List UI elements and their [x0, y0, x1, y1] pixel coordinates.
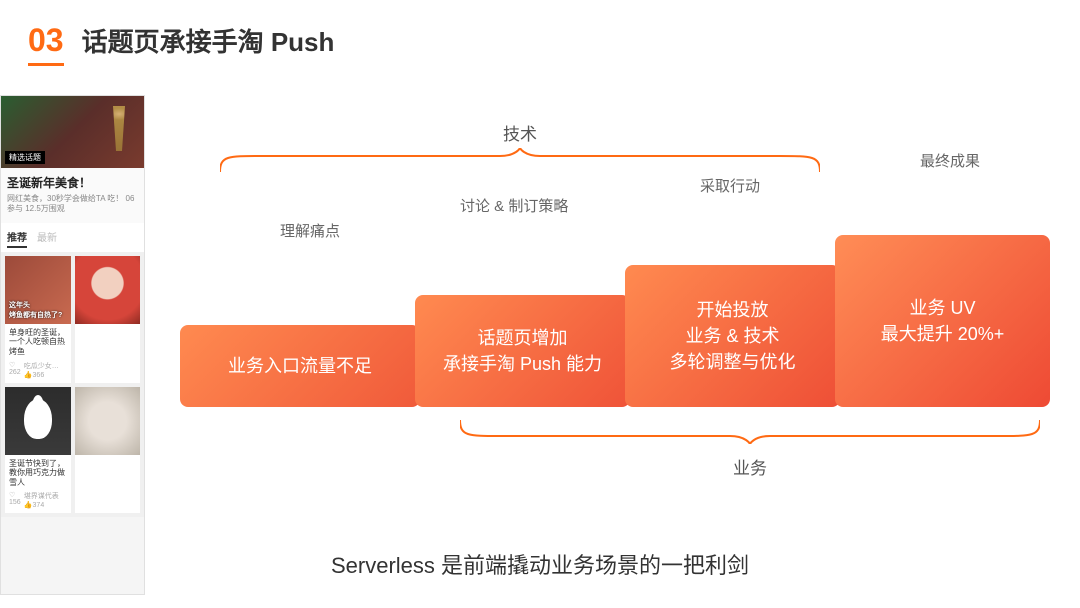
phone-topic-band: 圣诞新年美食！ 网红美食，30秒学会做给TA 吃！ 06参与 12.5万围观 [1, 168, 144, 223]
phone-card-caption: 单身旺的圣诞，一个人吃顿自热烤鱼 [5, 324, 71, 361]
phone-feed-grid: 单身旺的圣诞，一个人吃顿自热烤鱼 ♡ 262 吃瓜少女… 👍366 圣诞节快到了… [1, 252, 144, 518]
phone-card-caption: 圣诞节快到了，教你用巧克力做雪人 [5, 455, 71, 492]
phone-card-meta: ♡ 262 吃瓜少女… 👍366 [5, 361, 71, 383]
phone-topic-title: 圣诞新年美食！ [7, 174, 138, 191]
top-bracket [220, 148, 820, 172]
phone-thumb [75, 387, 141, 455]
step-label: 讨论 & 制订策略 [460, 195, 568, 216]
phone-meta-right: 堪界谋代表 👍374 [24, 491, 67, 509]
phone-thumb [5, 256, 71, 324]
bottom-bracket [460, 420, 1040, 444]
phone-meta-right: 吃瓜少女… 👍366 [24, 361, 67, 379]
step-label: 最终成果 [920, 150, 980, 171]
phone-card: 圣诞节快到了，教你用巧克力做雪人 ♡ 156 堪界谋代表 👍374 [5, 387, 71, 514]
phone-thumb [75, 256, 141, 324]
phone-card [75, 387, 141, 514]
step-label: 采取行动 [700, 175, 760, 196]
step-box: 业务入口流量不足 [180, 325, 420, 407]
phone-tab-active: 推荐 [7, 229, 27, 248]
step-box: 话题页增加 承接手淘 Push 能力 [415, 295, 630, 407]
phone-tabs: 推荐 最新 [1, 223, 144, 252]
phone-card [75, 256, 141, 383]
process-diagram: 技术 理解痛点 讨论 & 制订策略 采取行动 最终成果 业务入口流量不足 话题页… [180, 120, 1060, 500]
top-group-label: 技术 [180, 120, 860, 145]
phone-meta-left: ♡ 156 [9, 491, 24, 509]
phone-mockup: 精选话题 圣诞新年美食！ 网红美食，30秒学会做给TA 吃！ 06参与 12.5… [0, 95, 145, 595]
section-number: 03 [28, 22, 64, 66]
section-title: 话题页承接手淘 Push [82, 22, 335, 59]
phone-card-meta: ♡ 156 堪界谋代表 👍374 [5, 491, 71, 513]
footer-tagline: Serverless 是前端撬动业务场景的一把利剑 [0, 548, 1080, 580]
phone-hero-image: 精选话题 [1, 96, 144, 168]
phone-hero-tag: 精选话题 [5, 151, 45, 164]
bottom-group-label: 业务 [460, 454, 1040, 479]
phone-meta-left: ♡ 262 [9, 361, 24, 379]
step-box: 业务 UV 最大提升 20%+ [835, 235, 1050, 407]
phone-card: 单身旺的圣诞，一个人吃顿自热烤鱼 ♡ 262 吃瓜少女… 👍366 [5, 256, 71, 383]
phone-tab-inactive: 最新 [37, 229, 57, 248]
step-box: 开始投放 业务 & 技术 多轮调整与优化 [625, 265, 840, 407]
phone-thumb [5, 387, 71, 455]
phone-topic-sub: 网红美食，30秒学会做给TA 吃！ 06参与 12.5万围观 [7, 194, 138, 215]
stair-steps: 业务入口流量不足 话题页增加 承接手淘 Push 能力 开始投放 业务 & 技术… [180, 225, 1050, 410]
slide-header: 03 话题页承接手淘 Push [28, 22, 334, 66]
